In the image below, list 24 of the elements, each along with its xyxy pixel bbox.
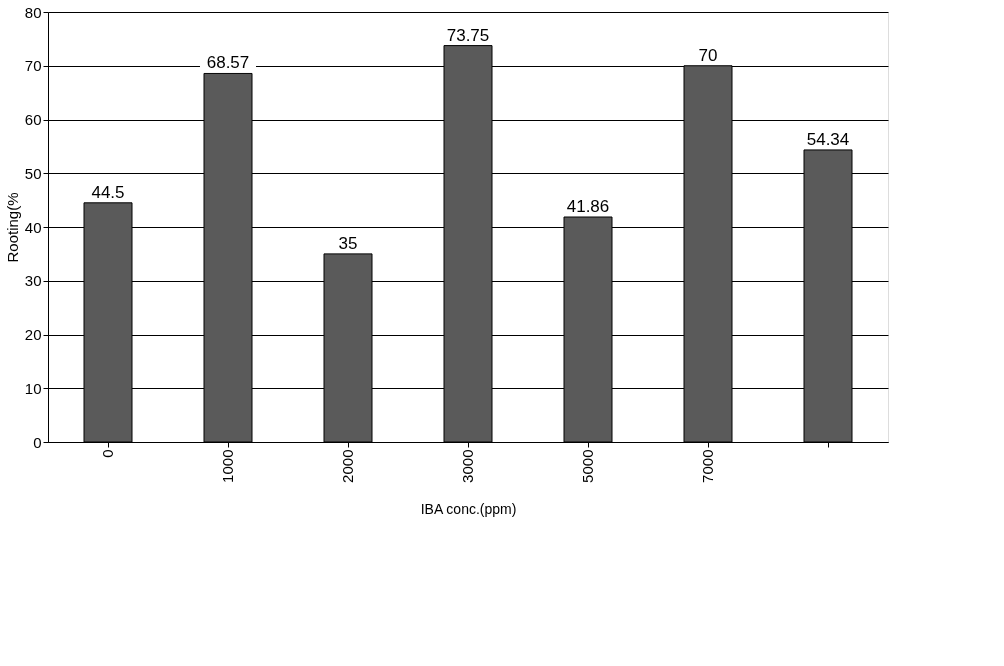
y-tick-label: 0	[33, 433, 42, 451]
x-tick-label: 5000	[579, 449, 596, 483]
data-label: 41.86	[566, 197, 610, 216]
data-label: 73.75	[446, 25, 490, 45]
y-tick-label: 60	[24, 111, 42, 128]
y-tick-label: 10	[24, 379, 42, 397]
data-label: 35	[338, 233, 358, 253]
data-label: 44.5	[91, 182, 125, 202]
y-tick-label: 50	[24, 164, 42, 182]
y-tick-label: 30	[24, 272, 42, 290]
x-tick-label: 0	[99, 449, 116, 458]
y-axis-title: Rooting(%	[3, 192, 21, 263]
y-tick-label: 80	[24, 3, 42, 21]
x-tick-label: 1000	[219, 449, 236, 483]
y-tick-label: 20	[24, 326, 42, 343]
x-tick-label: 3000	[459, 449, 476, 483]
data-label: 54.34	[806, 129, 850, 149]
x-tick-label: 2000	[339, 449, 356, 483]
y-tick-label: 70	[24, 57, 42, 75]
y-tick-label: 40	[24, 218, 42, 236]
x-axis-title: IBA conc.(ppm)	[420, 500, 517, 517]
data-label: 68.57	[206, 53, 250, 73]
data-label: 70	[698, 45, 718, 65]
x-tick-label: 7000	[699, 449, 716, 483]
